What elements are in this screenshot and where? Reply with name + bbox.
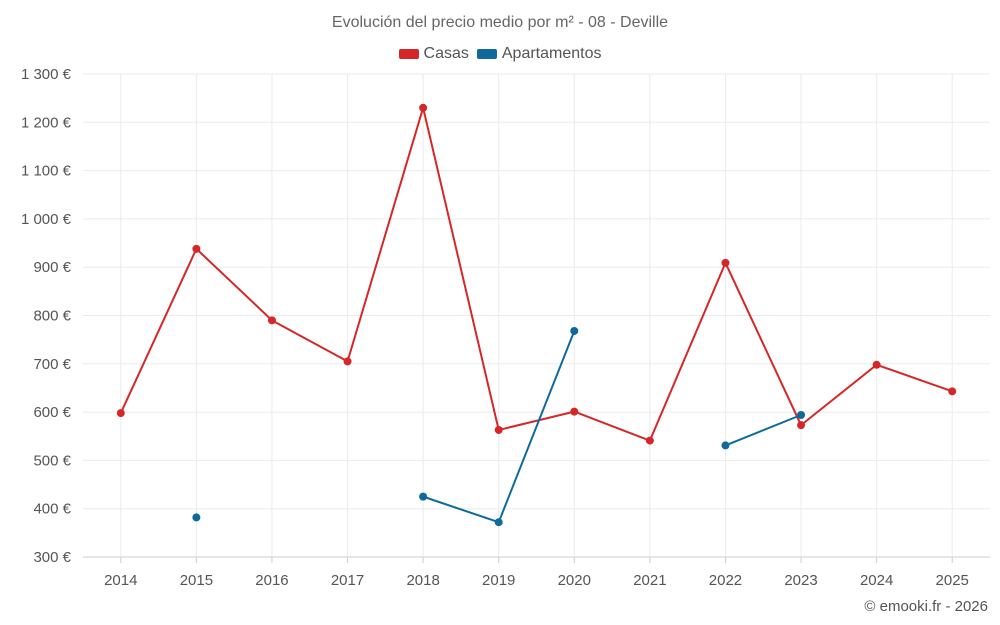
credit-text: © emooki.fr - 2026: [864, 598, 988, 615]
y-tick-label: 800 €: [33, 308, 71, 325]
x-tick-label: 2015: [180, 572, 213, 589]
x-tick-label: 2021: [633, 572, 666, 589]
y-tick-label: 500 €: [33, 452, 71, 469]
data-point-apartamentos: [419, 492, 428, 501]
data-point-casas: [570, 407, 579, 416]
y-tick-label: 900 €: [33, 259, 71, 276]
data-point-apartamentos: [721, 441, 730, 450]
data-point-casas: [797, 421, 806, 430]
x-tick-label: 2016: [255, 572, 288, 589]
data-point-casas: [645, 436, 654, 445]
data-point-casas: [267, 316, 276, 325]
legend-swatch-casas: [398, 49, 419, 59]
x-tick-label: 2020: [558, 572, 591, 589]
chart-legend: Casas Apartamentos: [0, 45, 1000, 63]
data-point-casas: [494, 425, 503, 434]
legend-label-apartamentos: Apartamentos: [501, 45, 602, 62]
series-line-apartamentos: [725, 414, 802, 447]
series-line-casas: [119, 106, 953, 442]
data-point-casas: [343, 357, 352, 366]
y-tick-label: 1 100 €: [21, 163, 72, 180]
data-point-casas: [192, 244, 201, 253]
legend-swatch-apartamentos: [476, 49, 497, 59]
y-tick-label: 600 €: [33, 404, 71, 421]
data-point-casas: [948, 387, 957, 396]
data-point-apartamentos: [797, 410, 806, 419]
y-tick-label: 400 €: [33, 501, 71, 518]
x-tick-label: 2017: [331, 572, 364, 589]
data-point-apartamentos: [192, 513, 201, 522]
data-point-casas: [116, 409, 125, 418]
legend-label-casas: Casas: [423, 45, 469, 62]
data-point-casas: [721, 258, 730, 267]
x-tick-label: 2018: [406, 572, 439, 589]
x-tick-label: 2023: [784, 572, 817, 589]
x-tick-label: 2025: [936, 572, 969, 589]
y-tick-label: 300 €: [33, 549, 71, 566]
data-point-apartamentos: [494, 518, 503, 527]
data-point-casas: [419, 103, 428, 112]
chart-title: Evolución del precio medio por m² - 08 -…: [331, 14, 669, 31]
legend-item-apartamentos[interactable]: Apartamentos: [476, 45, 602, 63]
y-tick-label: 700 €: [33, 356, 71, 373]
data-point-apartamentos: [570, 326, 579, 335]
legend-item-casas[interactable]: Casas: [398, 45, 469, 63]
y-tick-label: 1 300 €: [21, 66, 72, 83]
x-tick-label: 2022: [709, 572, 742, 589]
data-point-casas: [872, 360, 881, 369]
x-tick-label: 2019: [482, 572, 515, 589]
x-tick-label: 2024: [860, 572, 893, 589]
y-tick-label: 1 200 €: [21, 114, 72, 131]
x-tick-label: 2014: [104, 572, 137, 589]
y-tick-label: 1 000 €: [21, 211, 72, 228]
